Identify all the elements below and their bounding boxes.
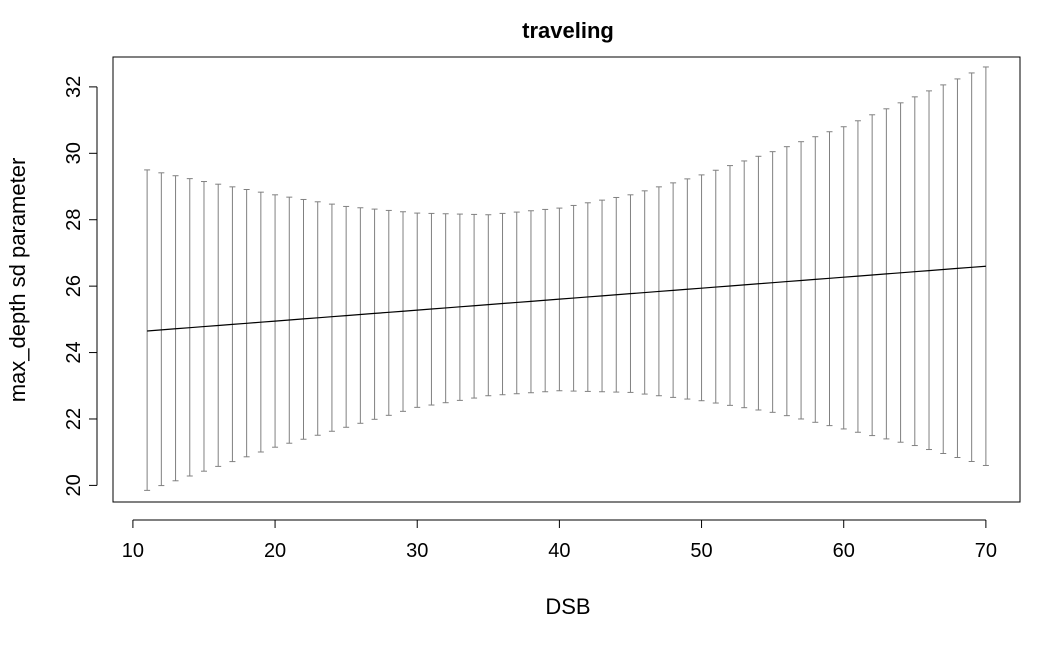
x-tick-label: 20	[264, 540, 286, 562]
y-tick-label: 30	[63, 142, 85, 164]
y-axis-title: max_depth sd parameter	[5, 158, 30, 403]
chart-title: traveling	[522, 18, 614, 43]
x-axis-title: DSB	[545, 594, 590, 619]
x-tick-label: 50	[690, 540, 712, 562]
y-tick-label: 26	[63, 275, 85, 297]
x-tick-label: 30	[406, 540, 428, 562]
error-bar	[769, 151, 776, 413]
error-bar	[840, 126, 847, 430]
error-bar	[371, 208, 378, 420]
y-tick-label: 22	[63, 408, 85, 430]
y-axis: 20 22 24 26 28 30 32	[63, 76, 98, 497]
x-axis: 10 20 30 40 50 60 70	[122, 519, 997, 562]
error-bar	[357, 207, 364, 424]
x-tick-label: 40	[548, 540, 570, 562]
error-bar	[343, 205, 350, 428]
error-bar	[158, 172, 165, 487]
y-tick-label: 28	[63, 209, 85, 231]
mean-line	[147, 265, 986, 332]
y-tick-label: 32	[63, 76, 85, 98]
error-bar	[144, 169, 151, 491]
x-tick-label: 60	[833, 540, 855, 562]
error-bar	[485, 214, 492, 397]
error-bars	[144, 66, 989, 491]
x-tick-label: 10	[122, 540, 144, 562]
error-bar	[314, 201, 321, 436]
y-tick-label: 20	[63, 474, 85, 496]
error-bar	[982, 66, 989, 466]
x-tick-label: 70	[975, 540, 997, 562]
plot-box	[112, 56, 1021, 503]
y-tick-label: 24	[63, 341, 85, 363]
error-bar	[755, 155, 762, 411]
error-bar	[328, 203, 335, 432]
